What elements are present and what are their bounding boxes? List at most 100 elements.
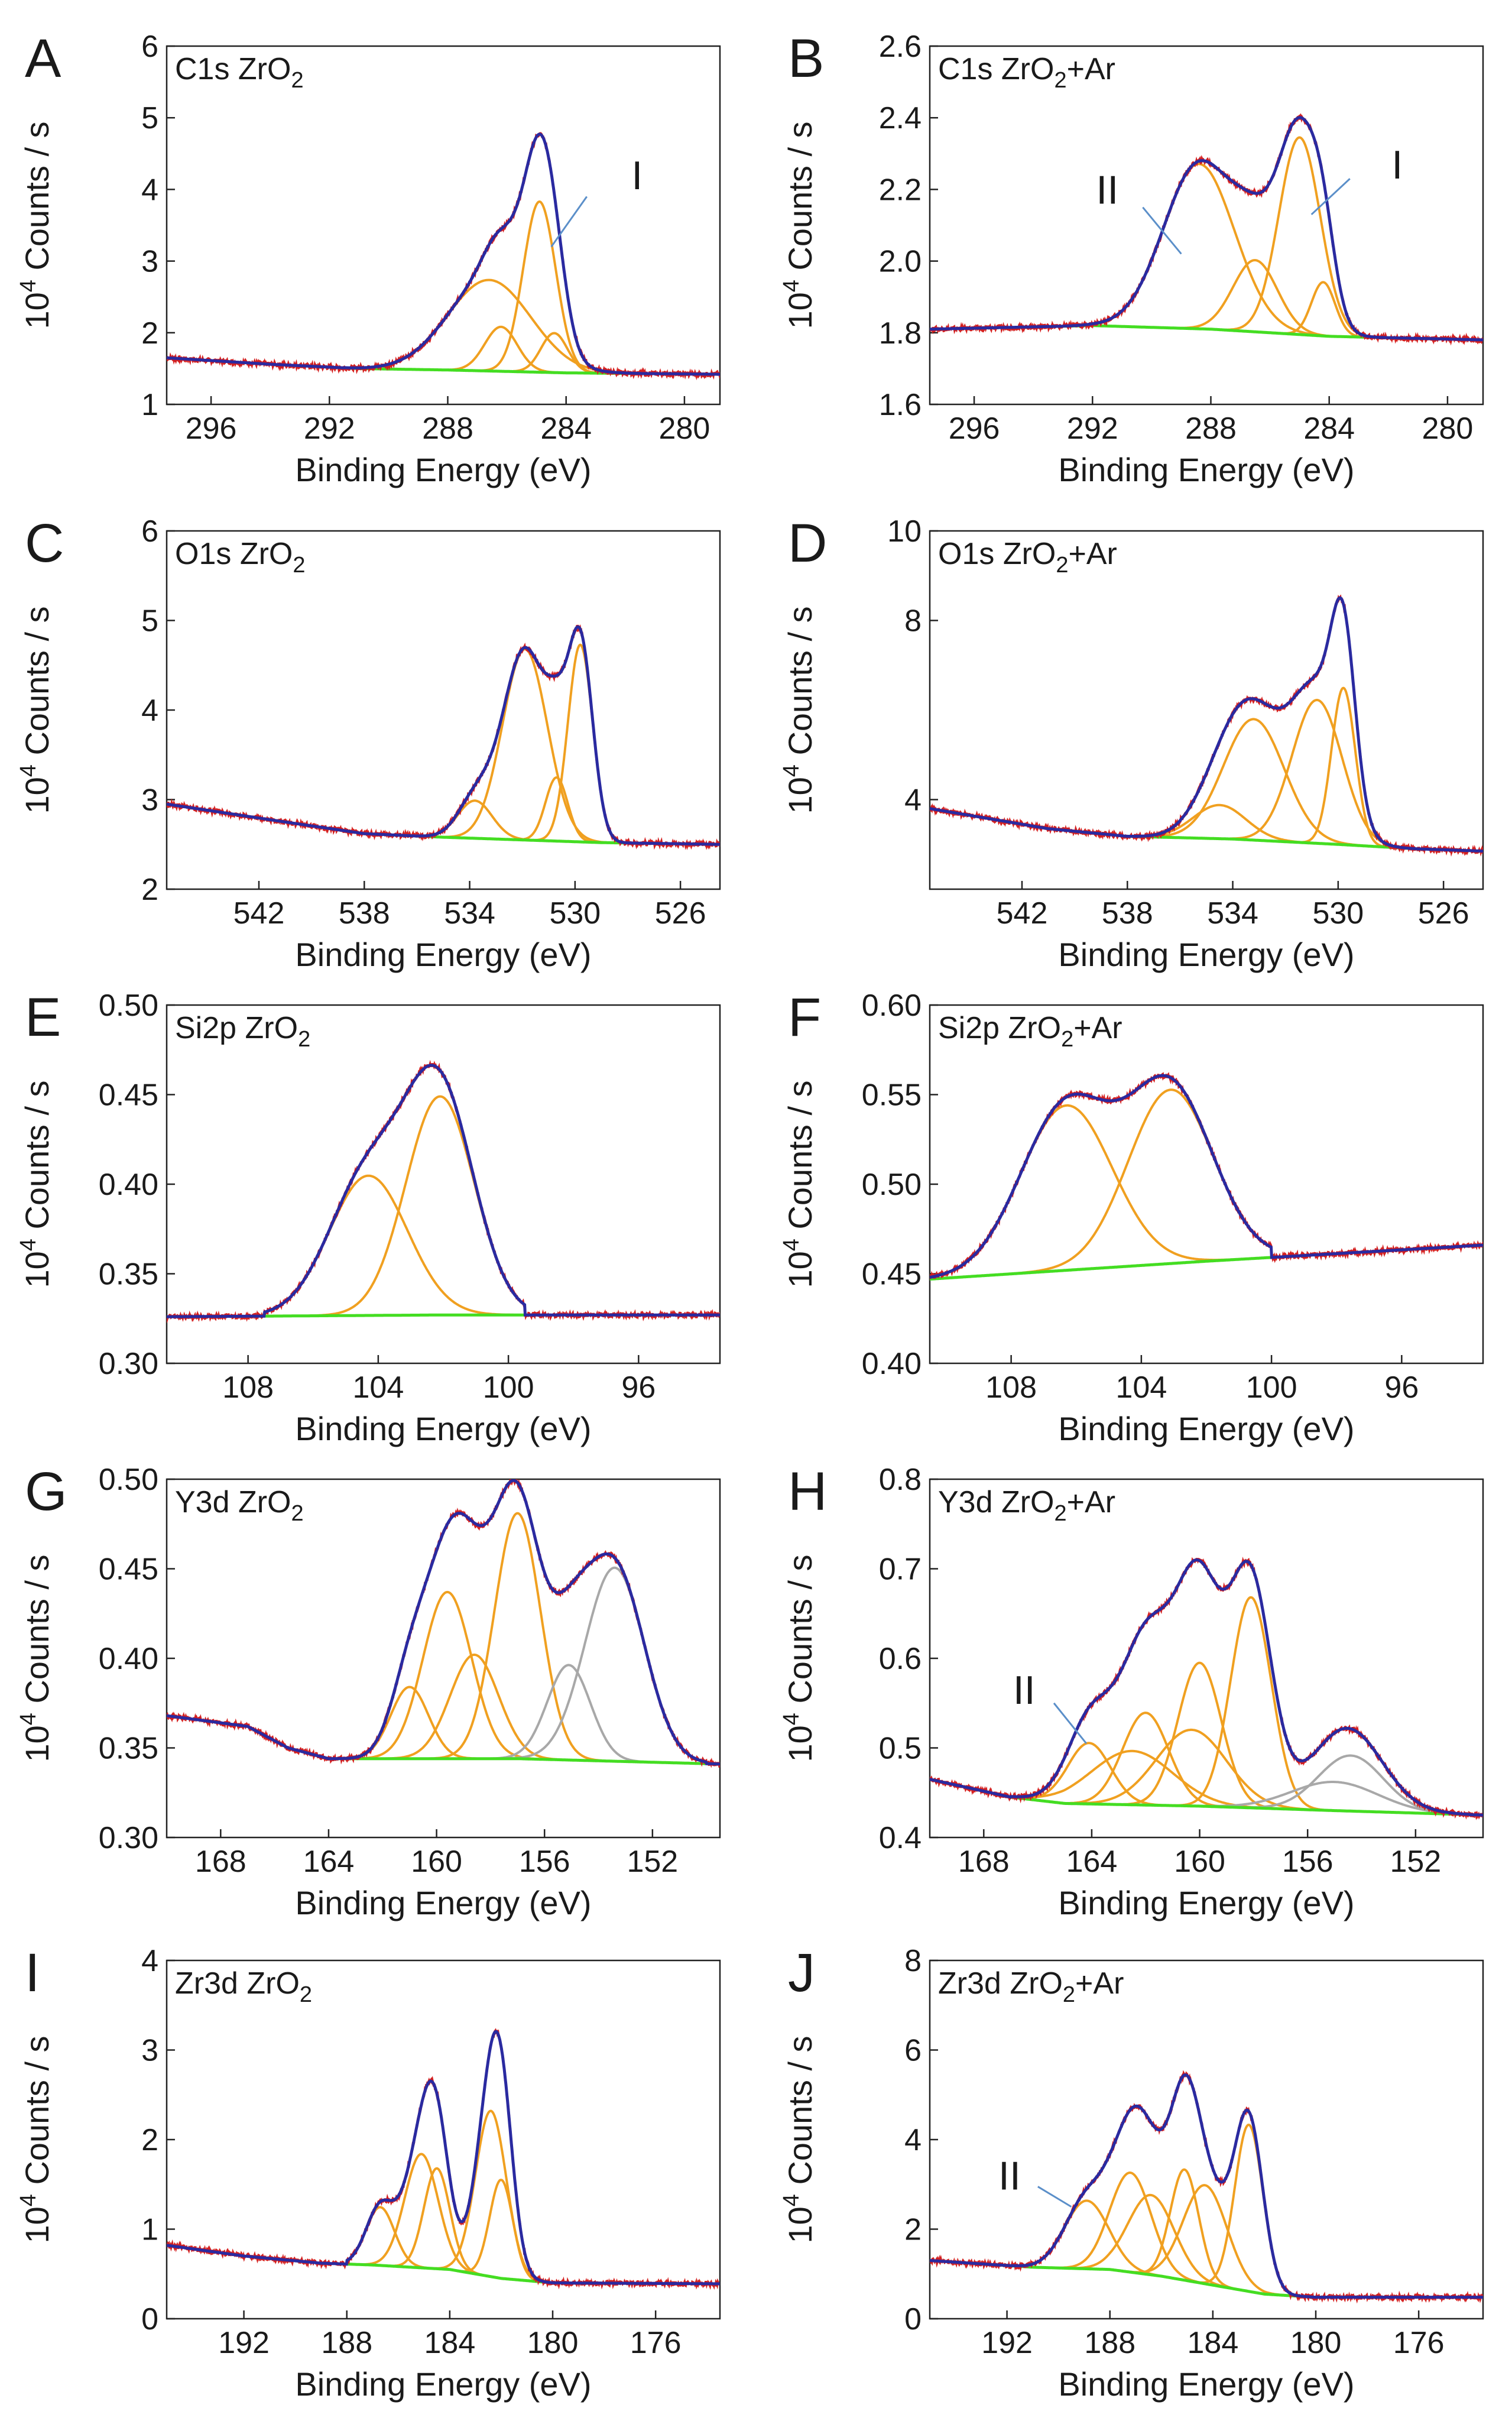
x-axis-label: Binding Energy (eV) — [1058, 1884, 1354, 1921]
x-tick-label: 542 — [997, 896, 1048, 931]
y-axis-label: 104 Counts / s — [16, 1080, 56, 1288]
y-tick-label: 0 — [904, 2302, 922, 2336]
y-axis-label: 104 Counts / s — [779, 606, 819, 814]
x-axis-label: Binding Energy (eV) — [1058, 1410, 1354, 1447]
background-line — [981, 2262, 1329, 2299]
y-tick-label: 0.45 — [99, 1553, 158, 1587]
x-tick-label: 534 — [444, 896, 495, 931]
x-axis-label: Binding Energy (eV) — [295, 451, 591, 488]
y-tick-label: 6 — [141, 514, 158, 549]
x-tick-label: 180 — [1290, 2326, 1342, 2360]
y-tick-label: 5 — [141, 101, 158, 135]
x-tick-label: 152 — [1390, 1845, 1441, 1879]
y-axis-label: 104 Counts / s — [779, 2036, 819, 2243]
panel-letter: F — [788, 987, 821, 1048]
annotation-label: I — [631, 153, 643, 198]
y-tick-label: 0.45 — [99, 1078, 158, 1113]
y-tick-label: 2.6 — [879, 30, 922, 64]
x-tick-label: 542 — [233, 896, 285, 931]
annotation-line — [1053, 1702, 1087, 1744]
x-tick-label: 288 — [1185, 411, 1237, 446]
x-tick-label: 156 — [519, 1845, 570, 1879]
y-tick-label: 10 — [887, 514, 922, 549]
y-tick-label: 3 — [141, 245, 158, 279]
panel-a: 296 292 288 284 280 1 2 3 4 5 6 Binding Energy (eV)… — [16, 28, 721, 488]
x-tick-label: 168 — [195, 1845, 246, 1879]
panel-title: O1s ZrO2+Ar — [938, 537, 1117, 578]
curves — [167, 132, 720, 381]
panel-f: 108 104 100 96 0.40 0.45 0.50 0.55 0.60 Binding E… — [779, 987, 1484, 1447]
x-tick-label: 160 — [411, 1845, 462, 1879]
y-tick-label: 1.8 — [879, 316, 922, 351]
x-axis-label: Binding Energy (eV) — [295, 1410, 591, 1447]
y-tick-label: 0.45 — [862, 1258, 922, 1292]
background-line — [329, 1757, 707, 1765]
y-tick-label: 0.35 — [99, 1732, 158, 1766]
fit-envelope — [167, 2030, 720, 2286]
x-axis-label: Binding Energy (eV) — [1058, 936, 1354, 973]
x-tick-label: 184 — [1187, 2326, 1239, 2360]
panel-letter: D — [788, 513, 827, 573]
x-tick-label: 108 — [985, 1370, 1037, 1405]
y-axis-label: 104 Counts / s — [16, 2036, 56, 2243]
x-tick-label: 164 — [303, 1845, 355, 1879]
y-tick-label: 3 — [141, 783, 158, 818]
panel-letter: G — [25, 1461, 67, 1522]
annotation-label: II — [1096, 167, 1118, 212]
y-tick-label: 0.50 — [99, 989, 158, 1023]
x-tick-label: 96 — [1384, 1370, 1419, 1405]
y-tick-label: 0.50 — [99, 1463, 158, 1497]
fit-envelope — [930, 116, 1483, 342]
annotation-line — [1142, 206, 1182, 255]
panel-letter: H — [788, 1461, 827, 1522]
y-tick-label: 2 — [141, 2123, 158, 2157]
fit-envelope — [930, 596, 1483, 853]
fit-envelope — [167, 132, 720, 376]
y-tick-label: 4 — [141, 693, 158, 728]
x-tick-label: 538 — [1102, 896, 1153, 931]
y-tick-label: 0.6 — [879, 1642, 922, 1676]
panel-letter: J — [788, 1943, 815, 2003]
y-axis-label: 104 Counts / s — [779, 1080, 819, 1288]
x-tick-label: 168 — [958, 1845, 1010, 1879]
x-tick-label: 188 — [321, 2326, 372, 2360]
panel-title: O1s ZrO2 — [175, 537, 305, 578]
x-tick-label: 176 — [1393, 2326, 1445, 2360]
panel-title: Zr3d ZrO2+Ar — [938, 1966, 1124, 2007]
y-tick-label: 1.6 — [879, 388, 922, 422]
y-tick-label: 6 — [904, 2034, 922, 2068]
x-tick-label: 292 — [304, 411, 355, 446]
background-line — [1063, 324, 1404, 340]
x-tick-label: 288 — [422, 411, 473, 446]
panel-letter: E — [25, 987, 61, 1048]
x-tick-label: 284 — [540, 411, 592, 446]
y-tick-label: 4 — [904, 783, 922, 818]
y-tick-label: 0.35 — [99, 1258, 158, 1292]
y-tick-label: 8 — [904, 604, 922, 639]
annotation-label: I — [1391, 142, 1403, 187]
y-tick-label: 2 — [141, 316, 158, 351]
panel-title: Si2p ZrO2 — [175, 1011, 310, 1052]
x-axis-label: Binding Energy (eV) — [1058, 2365, 1354, 2403]
curves — [167, 624, 720, 850]
y-tick-label: 0.40 — [99, 1642, 158, 1676]
x-tick-label: 108 — [222, 1370, 274, 1405]
annotation-line — [550, 196, 588, 248]
x-tick-label: 530 — [549, 896, 601, 931]
panel-title: Zr3d ZrO2 — [175, 1966, 312, 2007]
curves — [930, 594, 1483, 857]
curves — [930, 1072, 1483, 1281]
x-axis-label: Binding Energy (eV) — [295, 2365, 591, 2403]
panel-c: 542 538 534 530 526 2 3 4 5 6 Binding Energy (eV) 1… — [16, 513, 721, 973]
y-tick-label: 2.4 — [879, 101, 922, 135]
y-axis-label: 104 Counts / s — [16, 121, 56, 329]
panel-title: Y3d ZrO2 — [175, 1485, 304, 1526]
panel-letter: I — [25, 1943, 40, 2003]
y-tick-label: 2 — [141, 873, 158, 907]
y-tick-label: 1 — [141, 2213, 158, 2247]
panel-g: 168 164 160 156 152 0.30 0.35 0.40 0.45 0.50 Bindi… — [16, 1461, 721, 1921]
x-tick-label: 538 — [339, 896, 390, 931]
fit-envelope — [167, 1064, 720, 1318]
